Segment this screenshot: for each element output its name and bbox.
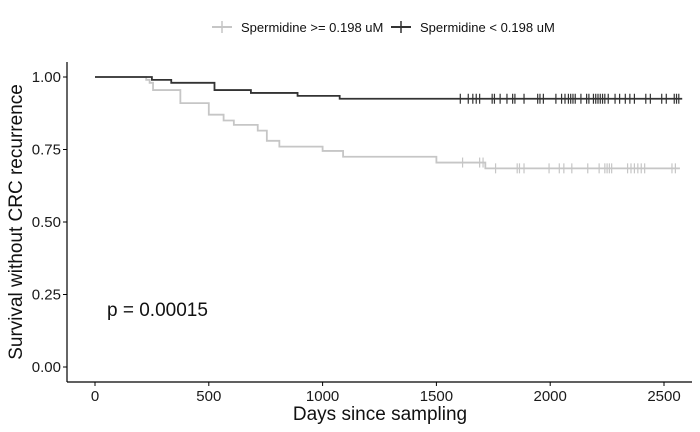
y-tick-label: 0.00 bbox=[32, 359, 61, 376]
survival-curve-low bbox=[95, 76, 683, 100]
axes: 0 500 1000 1500 2000 2500 0.00 0.25 0.50 0.75 1.0… bbox=[32, 62, 692, 405]
x-tick-label: 1500 bbox=[420, 388, 453, 405]
legend: Spermidine >= 0.198 uM Spermidine < 0.19… bbox=[212, 20, 555, 35]
legend-label-high: Spermidine >= 0.198 uM bbox=[241, 20, 383, 35]
legend-item-high[interactable]: Spermidine >= 0.198 uM bbox=[212, 20, 383, 35]
y-tick-label: 0.50 bbox=[32, 214, 61, 231]
y-tick-label: 0.75 bbox=[32, 142, 61, 159]
curve-high-group bbox=[95, 76, 680, 174]
y-tick-label: 1.00 bbox=[32, 69, 61, 86]
x-tick-label: 0 bbox=[91, 388, 99, 405]
x-axis-title: Days since sampling bbox=[293, 404, 467, 425]
survival-curve-high bbox=[95, 76, 680, 170]
x-tick-label: 1000 bbox=[306, 388, 339, 405]
legend-label-low: Spermidine < 0.198 uM bbox=[420, 20, 555, 35]
y-tick-label: 0.25 bbox=[32, 287, 61, 304]
x-tick-label: 2000 bbox=[534, 388, 567, 405]
survival-curves bbox=[95, 76, 683, 174]
legend-item-low[interactable]: Spermidine < 0.198 uM bbox=[391, 20, 555, 35]
y-axis-title: Survival without CRC recurrence bbox=[6, 84, 27, 360]
p-value-annotation: p = 0.00015 bbox=[107, 300, 208, 321]
x-tick-label: 500 bbox=[196, 388, 221, 405]
x-tick-label: 2500 bbox=[647, 388, 680, 405]
curve-low-group bbox=[95, 76, 683, 104]
